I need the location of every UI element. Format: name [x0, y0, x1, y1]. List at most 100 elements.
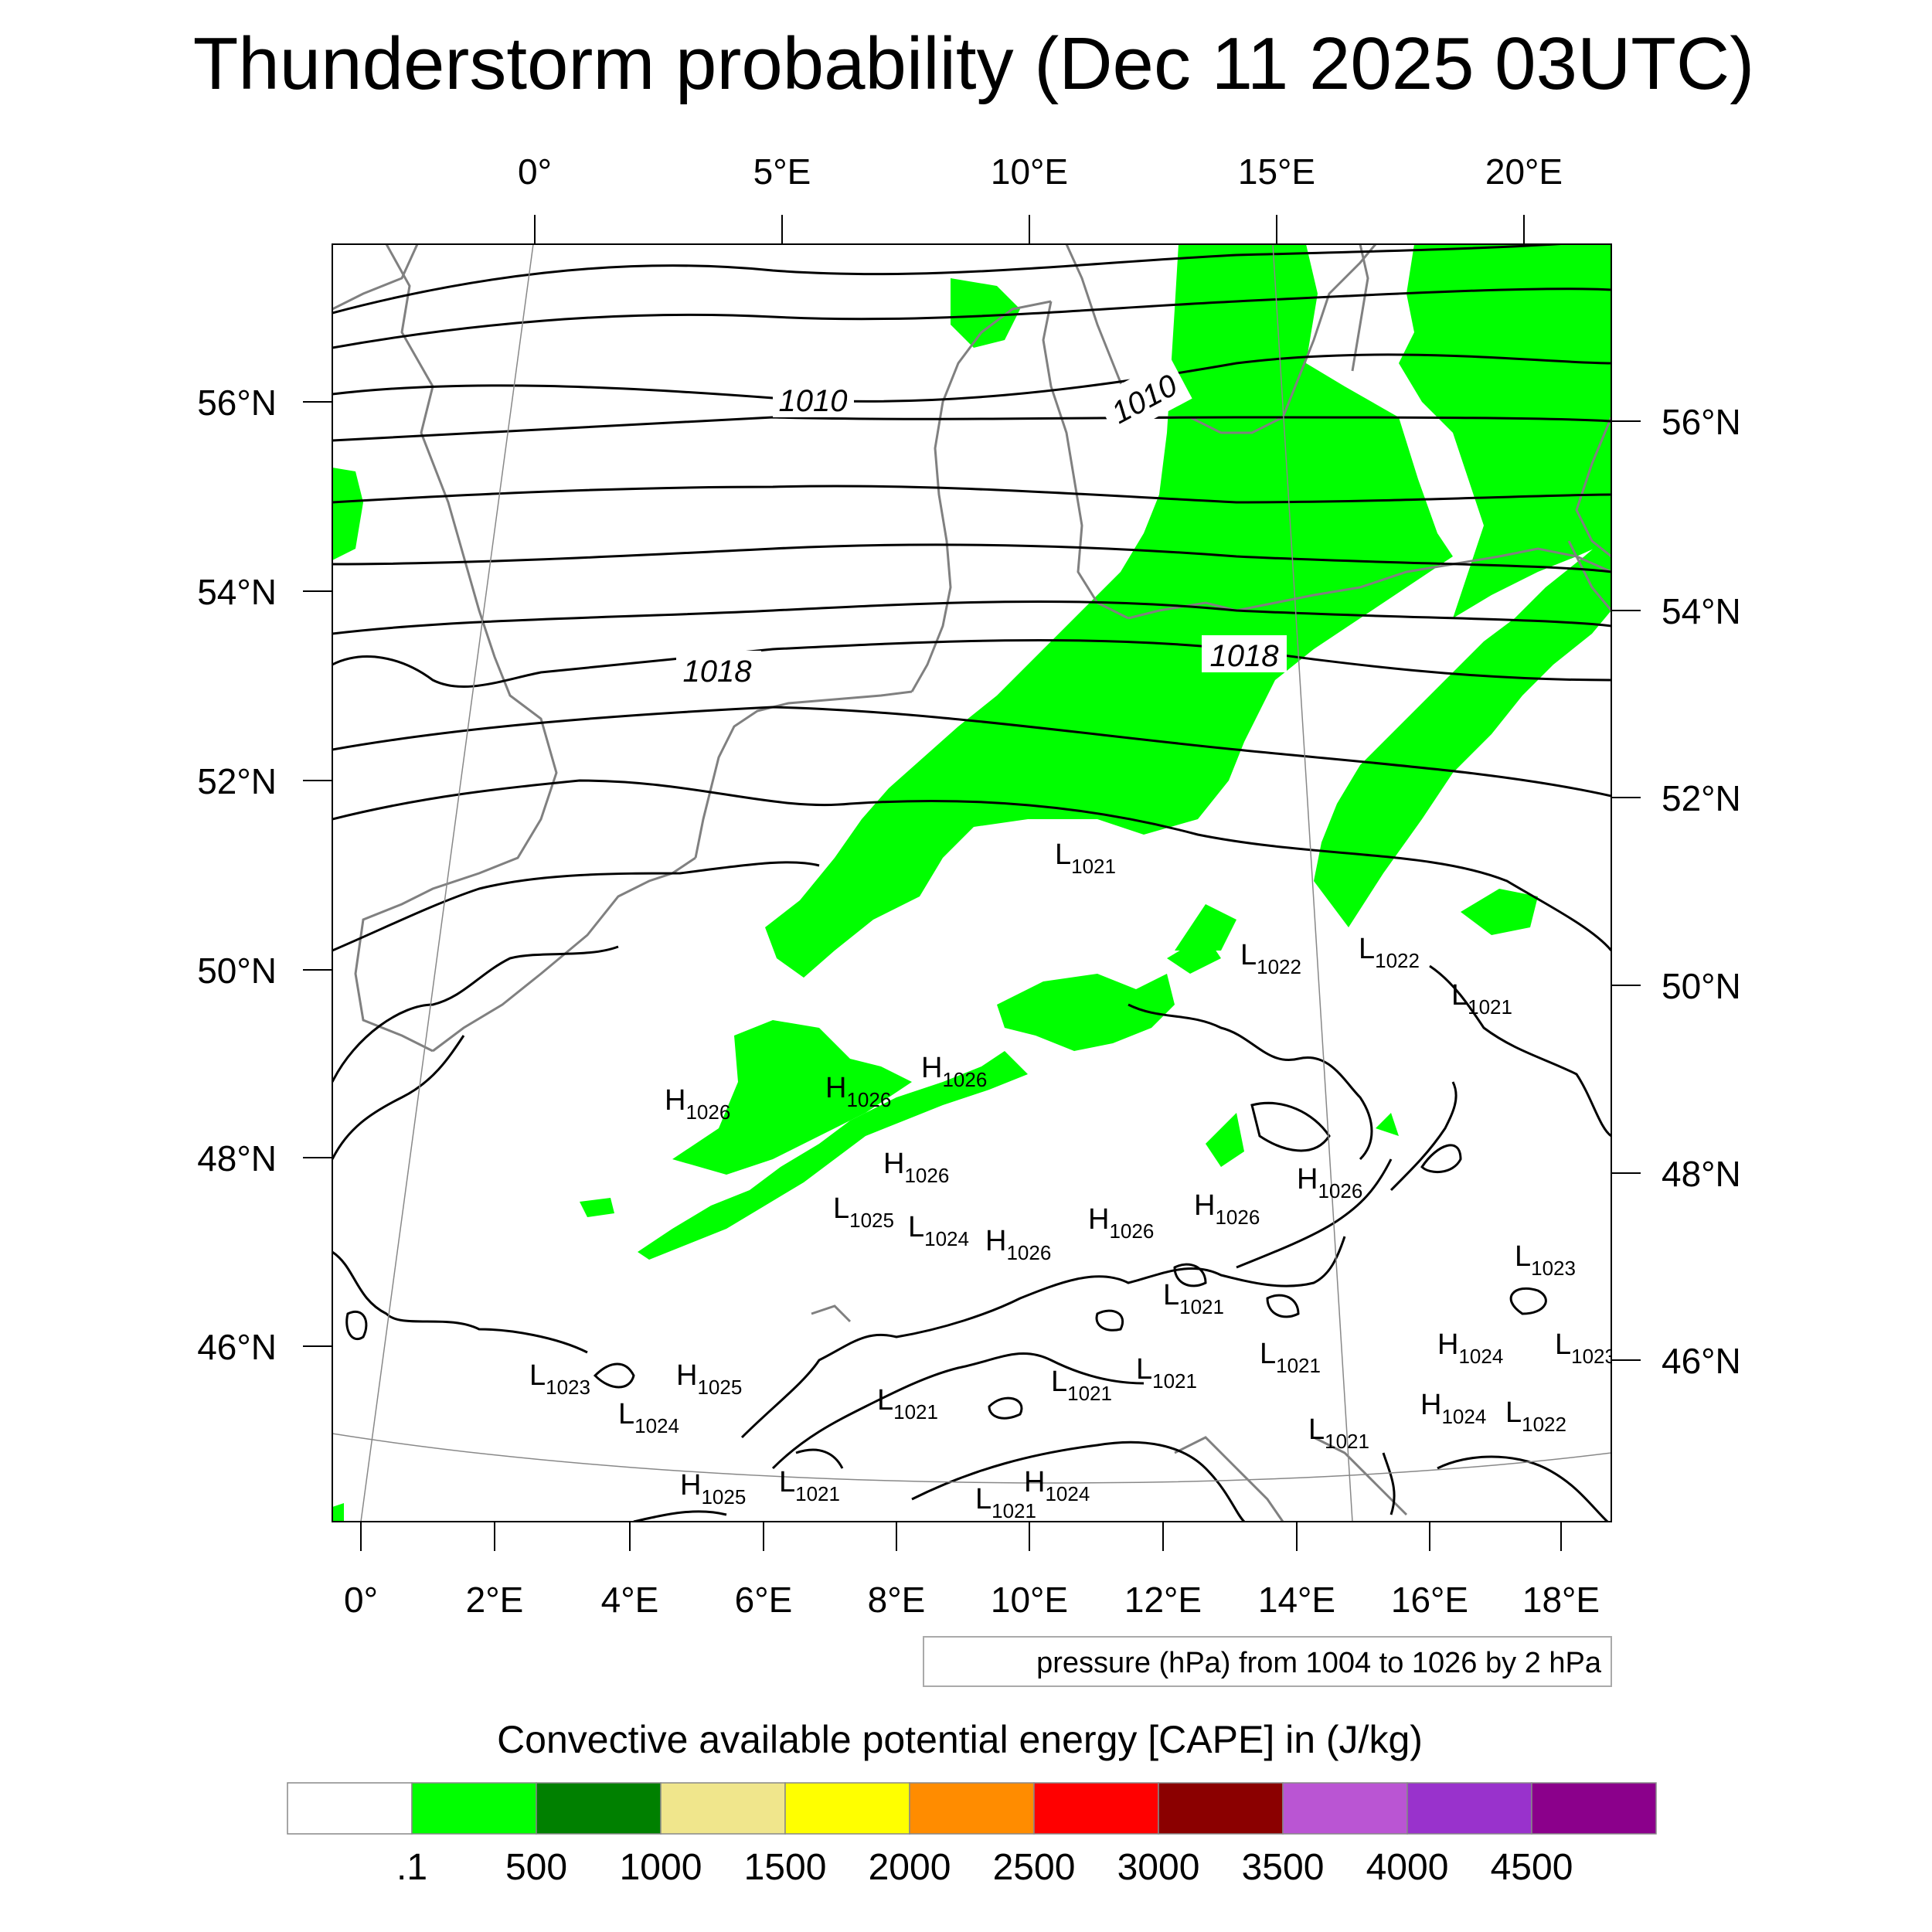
- pressure-center-label: H1025: [680, 1469, 746, 1509]
- isobar-11: [332, 861, 820, 952]
- lon-label: 18°E: [1522, 1580, 1600, 1620]
- isobar-7: [332, 600, 1611, 635]
- pressure-center-label: H1026: [985, 1225, 1051, 1264]
- graticule: [332, 244, 1611, 1522]
- contour-label: 1018: [1210, 639, 1280, 673]
- isobar-27: [1509, 1287, 1547, 1315]
- pressure-center-label: L1022: [1359, 933, 1420, 972]
- isobar-21: [345, 1310, 368, 1340]
- pressure-center-label: L1021: [1051, 1366, 1112, 1405]
- isobar-3: [332, 353, 1611, 403]
- pressure-center-label: L1024: [908, 1211, 969, 1250]
- isobar-18: [1389, 1081, 1458, 1192]
- colorbar-label: 1000: [620, 1847, 702, 1888]
- lon-label: 16°E: [1391, 1580, 1468, 1620]
- lat-label: 50°N: [1662, 966, 1741, 1006]
- colorbar-box: [1531, 1782, 1657, 1835]
- cape-small-3: [332, 1503, 344, 1522]
- colorbar-label: 500: [505, 1847, 567, 1888]
- coast-adriatic: [1174, 1436, 1284, 1522]
- lon-label: 10°E: [991, 1580, 1068, 1620]
- colorbar-box: [1282, 1782, 1408, 1835]
- contour-label-bg: [1095, 357, 1192, 439]
- cape-central-cluster: [997, 974, 1175, 1051]
- colorbar-label: 3000: [1117, 1847, 1200, 1888]
- pressure-center-label: H1026: [825, 1072, 891, 1111]
- coast-denmark-east: [1042, 301, 1129, 620]
- pressure-center-label: H1025: [676, 1359, 742, 1399]
- colorbar-box: [909, 1782, 1035, 1835]
- isobar-13: [332, 1035, 465, 1160]
- lat-label: 54°N: [1662, 591, 1741, 631]
- coast-norway: [332, 244, 419, 311]
- map-frame: [332, 243, 1612, 1522]
- pressure-center-label: H1026: [665, 1084, 730, 1124]
- contour-label-bg: [1202, 635, 1287, 672]
- cape-southwest-band: [638, 1051, 1028, 1260]
- lon-label: 6°E: [735, 1580, 793, 1620]
- isobar-24: [911, 1440, 1246, 1522]
- coast-gotland: [1351, 244, 1369, 372]
- pressure-center-label: L1023: [1555, 1328, 1616, 1368]
- cape-east-patch-1: [1461, 889, 1538, 935]
- pressure-center-label: H1026: [1297, 1163, 1362, 1202]
- pressure-center-label: L1023: [1515, 1240, 1576, 1280]
- isobar-12: [332, 945, 619, 1083]
- colorbar-box: [287, 1782, 413, 1835]
- cape-west-cluster: [672, 1020, 912, 1175]
- isobar-5: [332, 485, 1611, 504]
- pressure-center-label: L1024: [618, 1398, 679, 1437]
- colorbar-box: [660, 1782, 786, 1835]
- cape-far-west: [332, 468, 363, 560]
- cape-main-band: [765, 244, 1453, 978]
- colorbar-label: 1500: [744, 1847, 827, 1888]
- pressure-center-label: H1024: [1420, 1389, 1486, 1428]
- meridian-0: [360, 244, 534, 1522]
- colorbar: [287, 1782, 1657, 1835]
- pressure-center-label: H1026: [883, 1148, 949, 1187]
- coast-britain-east: [354, 244, 558, 1053]
- pressure-center-label: H1026: [1088, 1203, 1154, 1243]
- isobar-23: [771, 1352, 1145, 1470]
- map-title: Thunderstorm probability (Dec 11 2025 03…: [193, 22, 1754, 105]
- pressure-center-label: H1024: [1437, 1328, 1503, 1368]
- isobar-25: [633, 1510, 727, 1522]
- isobar-2: [332, 287, 1611, 349]
- lon-label: 20°E: [1485, 151, 1563, 192]
- pressure-center-label: H1026: [921, 1052, 987, 1091]
- isobar-4: [332, 416, 1611, 442]
- isobar-10: [332, 779, 1611, 951]
- lat-label: 48°N: [1662, 1154, 1741, 1194]
- coast-lake-geneva: [811, 1304, 852, 1323]
- lon-label: 12°E: [1124, 1580, 1202, 1620]
- lat-label: 56°N: [1662, 402, 1741, 442]
- colorbar-box: [1406, 1782, 1532, 1835]
- colorbar-label: .1: [396, 1847, 427, 1888]
- pressure-center-label: L1021: [1260, 1338, 1321, 1377]
- isobar-17: [1236, 1158, 1393, 1269]
- lat-label: 52°N: [1662, 778, 1741, 818]
- isobar-32: [1173, 1263, 1207, 1287]
- lat-label: 46°N: [197, 1327, 277, 1367]
- right-latitude-labels: 56°N 54°N 52°N 50°N 48°N 46°N: [1662, 402, 1741, 1381]
- isobar-34: [1266, 1294, 1300, 1318]
- isobar-26: [1382, 1452, 1396, 1515]
- lon-label: 10°E: [991, 151, 1068, 192]
- colorbar-label: 2000: [869, 1847, 951, 1888]
- colorbar-box: [1033, 1782, 1159, 1835]
- isobar-14: [1128, 1003, 1373, 1161]
- colorbar-box: [1158, 1782, 1284, 1835]
- colorbar-label: 4000: [1366, 1847, 1449, 1888]
- coast-sweden-west: [1065, 244, 1130, 403]
- isobar-19: [1420, 1144, 1462, 1174]
- pressure-center-label: L1021: [975, 1483, 1036, 1522]
- pressure-center-label: L1023: [529, 1359, 590, 1399]
- cape-small-2: [1376, 1113, 1399, 1136]
- pressure-center-label: H1026: [1194, 1189, 1260, 1229]
- top-longitude-labels: 0° 5°E 10°E 15°E 20°E: [518, 151, 1563, 192]
- coast-adriatic-east: [1313, 1436, 1408, 1516]
- meridian-15e: [1272, 244, 1353, 1522]
- isobar-1: [332, 244, 1573, 315]
- lon-label: 5°E: [753, 151, 811, 192]
